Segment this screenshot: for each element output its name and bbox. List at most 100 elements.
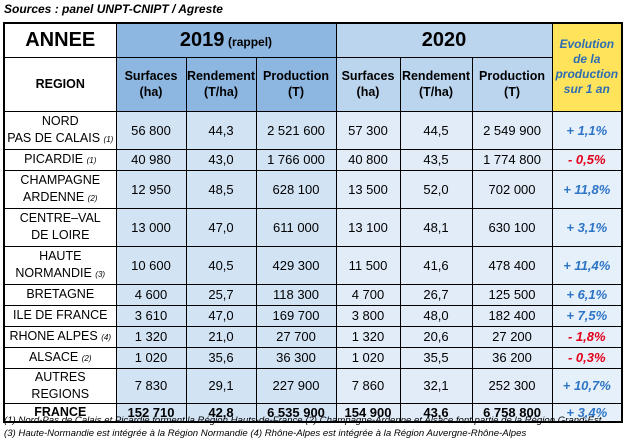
value-cell: 182 400: [471, 304, 553, 327]
table-row: FRANCE 152 710 42,8 6 535 900 154 900 43,6 6 7…: [3, 402, 623, 422]
evolution-cell: - 1,8%: [551, 325, 623, 348]
value-cell: 25,7: [185, 283, 257, 306]
value-cell: 478 400: [471, 245, 553, 285]
value-cell: 42,8: [185, 402, 257, 422]
region-cell: HAUTE NORMANDIE (3): [3, 245, 117, 285]
source: Sources : panel UNPT-CNIPT / Agreste: [4, 2, 223, 16]
value-cell: 36 200: [471, 346, 553, 369]
region-header: REGION: [3, 56, 117, 112]
value-cell: 227 900: [255, 367, 337, 404]
region-name: NORMANDIE: [15, 265, 92, 280]
value-cell: 6 758 800: [471, 402, 553, 422]
table-row: ILE DE FRANCE 3 610 47,0 169 700 3 800 48,0 18…: [3, 304, 623, 327]
region-cell: NORD PAS DE CALAIS (1): [3, 110, 117, 150]
value-cell: 27 700: [255, 325, 337, 348]
evolution-cell: + 11,8%: [551, 169, 623, 209]
value-cell: 20,6: [399, 325, 473, 348]
region-name: PAS DE CALAIS: [7, 130, 101, 145]
table-row: CENTRE–VAL DE LOIRE 13 000 47,0 611 000 13 10…: [3, 207, 623, 247]
value-cell: 44,5: [399, 110, 473, 150]
column-header: Production (T): [255, 56, 337, 112]
value-cell: 41,6: [399, 245, 473, 285]
region-note: (3): [95, 269, 106, 279]
region-cell: CENTRE–VAL DE LOIRE: [3, 207, 117, 247]
evolution-cell: + 10,7%: [551, 367, 623, 404]
evolution-cell: + 1,1%: [551, 110, 623, 150]
evolution-cell: + 3,4%: [551, 402, 623, 422]
value-cell: 13 000: [115, 207, 187, 247]
region-note: (2): [81, 353, 92, 363]
value-cell: 152 710: [115, 402, 187, 422]
value-cell: 44,3: [185, 110, 257, 150]
value-cell: 7 860: [335, 367, 401, 404]
region-cell: CHAMPAGNE ARDENNE (2): [3, 169, 117, 209]
value-cell: 7 830: [115, 367, 187, 404]
value-cell: 13 500: [335, 169, 401, 209]
column-header: Surfaces (ha): [115, 56, 187, 112]
value-cell: 40 980: [115, 148, 187, 171]
region-name: BRETAGNE: [26, 287, 95, 301]
value-cell: 12 950: [115, 169, 187, 209]
year-note: (rappel): [228, 34, 273, 49]
value-cell: 252 300: [471, 367, 553, 404]
value-cell: 154 900: [335, 402, 401, 422]
value-cell: 48,0: [399, 304, 473, 327]
footnote: (1) Nord-Pas de Calais et Picardie forme…: [4, 415, 602, 426]
region-name: CHAMPAGNE: [20, 172, 101, 187]
table-row: PICARDIE (1) 40 980 43,0 1 766 000 40 800 43,…: [3, 148, 623, 171]
value-cell: 57 300: [335, 110, 401, 150]
value-cell: 43,5: [399, 148, 473, 171]
value-cell: 27 200: [471, 325, 553, 348]
table-row: CHAMPAGNE ARDENNE (2) 12 950 48,5 628 100 13 …: [3, 169, 623, 209]
evolution-cell: + 11,4%: [551, 245, 623, 285]
region-cell: ILE DE FRANCE: [3, 304, 117, 327]
region-cell: FRANCE: [3, 402, 117, 422]
region-name: CENTRE–VAL: [19, 211, 101, 225]
region-cell: ALSACE (2): [3, 346, 117, 369]
year: 2019: [179, 28, 225, 51]
region-name: ALSACE: [28, 349, 79, 364]
region-name: NORD: [41, 113, 79, 128]
value-cell: 40 800: [335, 148, 401, 171]
value-cell: 3 610: [115, 304, 187, 327]
evolution-cell: + 3,1%: [551, 207, 623, 247]
table-row: NORD PAS DE CALAIS (1) 56 800 44,3 2 521 600…: [3, 110, 623, 150]
region-note: (1): [103, 134, 114, 144]
table-row: RHONE ALPES (4) 1 320 21,0 27 700 1 320 20,6 2…: [3, 325, 623, 348]
column-header: Surfaces (ha): [335, 56, 401, 112]
value-cell: 43,0: [185, 148, 257, 171]
value-cell: 32,1: [399, 367, 473, 404]
value-cell: 169 700: [255, 304, 337, 327]
table-row: BRETAGNE 4 600 25,7 118 300 4 700 26,7 125 500…: [3, 283, 623, 306]
value-cell: 52,0: [399, 169, 473, 209]
value-cell: 1 774 800: [471, 148, 553, 171]
column-header: Rendement (T/ha): [185, 56, 257, 112]
region-name: FRANCE: [34, 404, 87, 419]
evolution-cell: - 0,5%: [551, 148, 623, 171]
value-cell: 26,7: [399, 283, 473, 306]
header-row: ANNEE 2019 (rappel) 2020 Evolution de la…: [3, 22, 623, 112]
value-cell: 47,0: [185, 207, 257, 247]
table-row: ALSACE (2) 1 020 35,6 36 300 1 020 35,5 36 200…: [3, 346, 623, 369]
value-cell: 1 020: [335, 346, 401, 369]
table-row: AUTRES REGIONS 7 830 29,1 227 900 7 860 32,1 2…: [3, 367, 623, 404]
value-cell: 4 600: [115, 283, 187, 306]
value-cell: 118 300: [255, 283, 337, 306]
region-name: PICARDIE: [24, 151, 84, 166]
region-name: ILE DE FRANCE: [13, 308, 108, 322]
region-cell: BRETAGNE: [3, 283, 117, 306]
value-cell: 628 100: [255, 169, 337, 209]
footnote: (3) Haute-Normandie est intégrée à la Ré…: [4, 428, 527, 439]
value-cell: 47,0: [185, 304, 257, 327]
value-cell: 36 300: [255, 346, 337, 369]
evolution-cell: + 6,1%: [551, 283, 623, 306]
data-table: ANNEE 2019 (rappel) 2020 Evolution de la…: [3, 22, 624, 423]
region-cell: RHONE ALPES (4): [3, 325, 117, 348]
annee: ANNEE: [3, 22, 117, 58]
value-cell: 630 100: [471, 207, 553, 247]
value-cell: 29,1: [185, 367, 257, 404]
value-cell: 125 500: [471, 283, 553, 306]
region-note: (1): [86, 155, 97, 165]
value-cell: 1 320: [115, 325, 187, 348]
